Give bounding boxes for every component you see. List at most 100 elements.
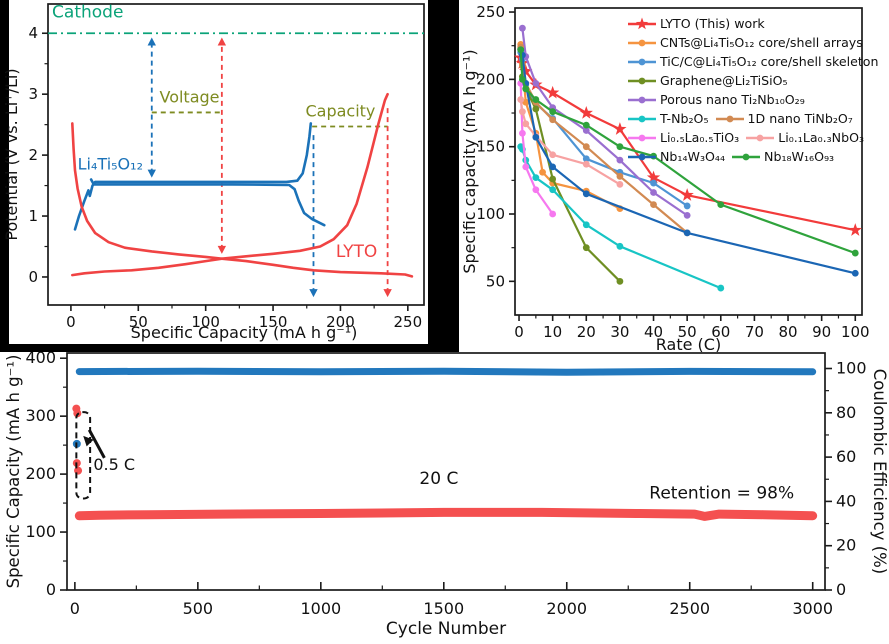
legend-swatch: [715, 115, 744, 122]
cycling-band: [75, 367, 817, 376]
y-tick-label: 80: [836, 403, 856, 422]
legend-label: T-Nb₂O₅: [660, 111, 709, 126]
x-tick-label: 500: [183, 599, 214, 618]
x-tick-label: 60: [711, 323, 730, 341]
circle-marker: [522, 163, 530, 171]
circle-marker: [549, 186, 557, 194]
x-tick-label: 1500: [423, 599, 464, 618]
circle-marker: [518, 24, 526, 32]
circle-marker: [582, 244, 590, 252]
circle-marker: [616, 172, 624, 180]
legend-circle-marker: [726, 115, 733, 122]
x-tick-label: 100: [841, 323, 870, 341]
legend-swatch: [732, 153, 761, 160]
legend-circle-marker: [742, 153, 750, 160]
y-axis-label: Specific capacity (mA h g⁻¹): [460, 49, 479, 273]
legend-swatch: [628, 153, 656, 160]
legend-row: Nb₁₄W₃O₄₄ Nb₁₈W₁₆O₉₃: [627, 147, 887, 166]
legend-row: Graphene@Li₂TiSiO₅: [627, 71, 887, 90]
legend-row: Porous nano Ti₂Nb₁₀O₂₉: [627, 90, 887, 109]
legend-label: TiC/C@Li₄Ti₅O₁₂ core/shell skeleton: [660, 54, 879, 69]
x-tick-label: 150: [259, 313, 288, 331]
y-tick-label: 100: [25, 522, 56, 541]
x-tick-label: 0: [70, 599, 80, 618]
arrow-head: [147, 37, 156, 46]
legend-circle-marker: [638, 77, 646, 84]
x-tick-label: 40: [644, 323, 663, 341]
legend-circle-marker: [638, 153, 646, 160]
circle-marker: [582, 190, 590, 198]
y-tick-label: 60: [836, 447, 856, 466]
rate-series-line: [519, 48, 857, 255]
x-tick-label: 2000: [546, 599, 587, 618]
legend-label: Nb₁₄W₃O₄₄: [660, 149, 726, 164]
circle-marker: [582, 160, 590, 168]
y-tick-label: 2: [28, 146, 38, 164]
x-tick-label: 90: [812, 323, 831, 341]
star-marker: [646, 170, 661, 184]
legend-label: LYTO (This) work: [660, 16, 765, 31]
legend-swatch: [628, 39, 656, 46]
curve: [73, 122, 313, 231]
arrow-head: [383, 289, 392, 298]
legend-label: CNTs@Li₄Ti₅O₁₂ core/shell arrays: [660, 35, 863, 50]
legend-swatch: [628, 115, 656, 122]
x-tick-label: 200: [326, 313, 355, 331]
x-tick-label: 250: [394, 313, 423, 331]
x-tick-label: 0: [514, 323, 524, 341]
legend-item: Nb₁₄W₃O₄₄: [627, 147, 725, 166]
circle-marker: [582, 155, 590, 163]
circle-marker: [517, 46, 525, 54]
legend-circle-marker: [756, 134, 764, 141]
y-tick-label: 20: [836, 536, 856, 555]
legend-item: Nb₁₈W₁₆O₉₃: [731, 147, 834, 166]
x-axis-label: Specific Capacity (mA h g⁻¹): [131, 323, 358, 342]
circle-marker: [582, 127, 590, 134]
x-tick-label: 30: [610, 323, 629, 341]
annotation-text: Li₄Ti₅O₁₂: [78, 155, 143, 174]
legend-item: Li₀.₅La₀.₅TiO₃: [627, 128, 739, 147]
circle-marker: [616, 242, 624, 250]
y-tick-label: 0: [46, 580, 56, 599]
circle-marker: [532, 186, 540, 194]
circle-marker: [522, 85, 530, 93]
circle-marker: [532, 174, 540, 182]
circle-marker: [549, 151, 557, 159]
annotation-arrow-head: [83, 435, 94, 447]
legend-circle-marker: [638, 58, 646, 65]
legend-item: Graphene@Li₂TiSiO₅: [627, 71, 788, 90]
circle-marker: [683, 202, 691, 210]
circle-marker: [518, 129, 526, 137]
circle-marker: [549, 116, 557, 124]
arrow-head: [309, 289, 318, 298]
legend-swatch: [746, 134, 775, 141]
legend-swatch: [628, 77, 656, 84]
legend-swatch: [628, 58, 656, 65]
x-tick-label: 20: [577, 323, 596, 341]
legend-circle-marker: [638, 115, 646, 122]
star-marker: [546, 85, 560, 99]
circle-marker: [717, 201, 725, 208]
legend-swatch: [628, 96, 656, 103]
panel-cycling-performance: 0 500 1000 1500 2000 2500 3000 0 100 200 300 400 0 20…: [0, 352, 889, 644]
circle-marker: [532, 105, 540, 113]
legend-row: CNTs@Li₄Ti₅O₁₂ core/shell arrays: [627, 33, 887, 52]
circle-marker: [616, 277, 624, 285]
circle-marker: [549, 163, 557, 171]
legend-circle-marker: [638, 134, 646, 141]
y-tick-label: 200: [476, 70, 505, 88]
legend-swatch: [628, 134, 656, 141]
star-marker: [579, 106, 593, 119]
y-tick-label: 150: [476, 138, 505, 156]
annotation-text: Capacity: [305, 102, 375, 121]
legend-item: CNTs@Li₄Ti₅O₁₂ core/shell arrays: [627, 33, 863, 52]
star-marker: [680, 188, 694, 201]
circle-marker: [650, 201, 657, 208]
circle-marker: [539, 168, 546, 176]
y-tick-label: 50: [486, 272, 505, 290]
legend-item: TiC/C@Li₄Ti₅O₁₂ core/shell skeleton: [627, 52, 879, 71]
annotation-text: Cathode: [52, 2, 123, 22]
legend-label: Porous nano Ti₂Nb₁₀O₂₉: [660, 92, 805, 107]
y-tick-label: 400: [25, 352, 56, 367]
legend-circle-marker: [638, 39, 646, 46]
